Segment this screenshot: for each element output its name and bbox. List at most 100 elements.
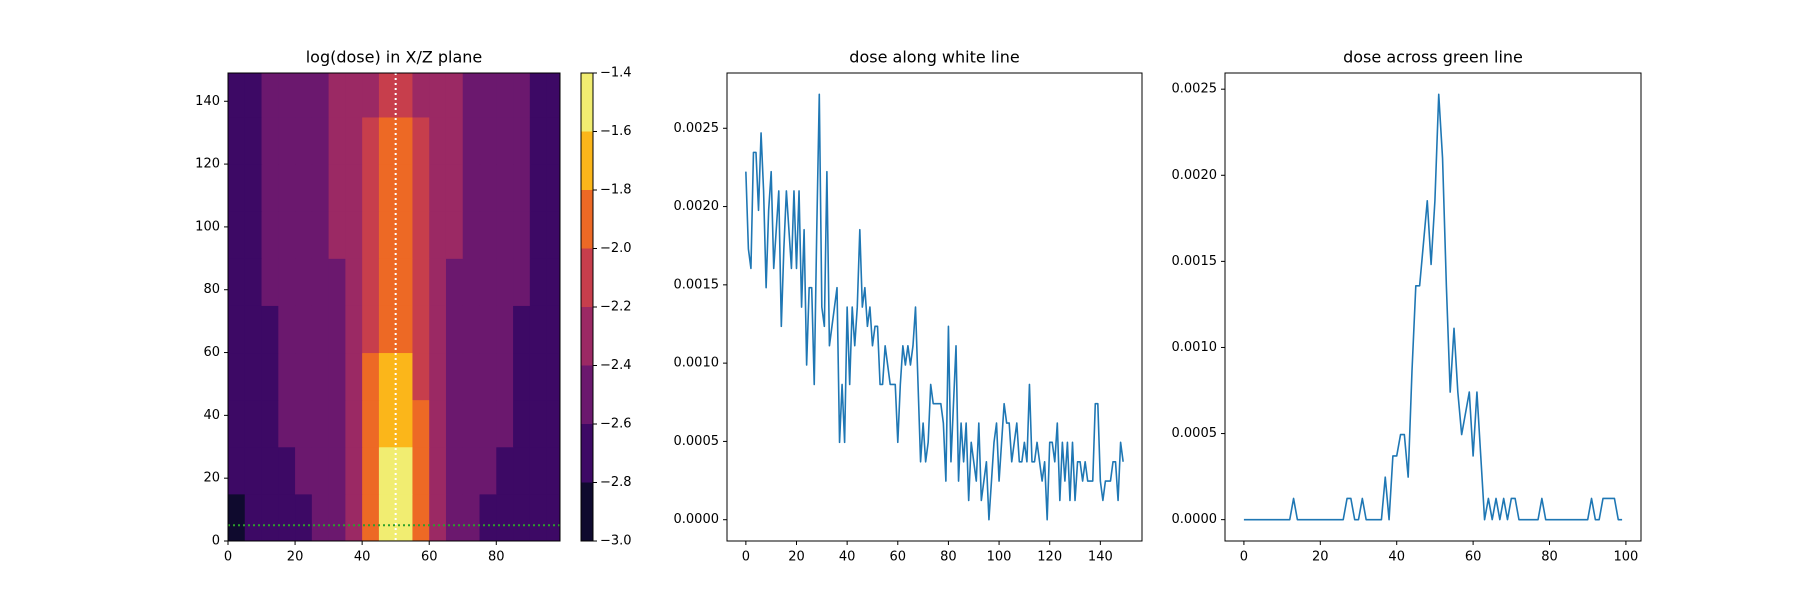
data-line <box>1243 93 1623 521</box>
colorbar-tick-label: −2.0 <box>600 241 632 256</box>
contour-cell <box>445 258 464 306</box>
x-tick-label: 60 <box>421 550 438 565</box>
contour-cell <box>546 446 560 495</box>
contour-cell <box>261 164 279 212</box>
contour-cell <box>462 352 481 401</box>
contour-cell <box>513 399 531 448</box>
contour-cell <box>546 211 560 259</box>
contour-cell <box>513 164 531 212</box>
contour-cell <box>362 211 380 259</box>
y-tick-label: 0.0020 <box>1172 168 1218 183</box>
contour-cell <box>496 258 514 306</box>
contour-cell <box>412 116 430 165</box>
contour-cell <box>496 305 514 354</box>
contour-cell <box>496 399 514 448</box>
contour-cell <box>261 352 279 401</box>
contour-cell <box>529 211 548 259</box>
colorbar-tick-label: −1.4 <box>600 66 632 81</box>
contour-cell <box>261 258 279 306</box>
axes-frame <box>227 72 561 542</box>
contour-cell <box>362 446 380 495</box>
contour-cell <box>378 305 397 354</box>
contour-cell <box>362 164 380 212</box>
colorbar-tick-label: −1.6 <box>600 124 632 139</box>
y-tick-label: 140 <box>195 94 220 109</box>
y-tick-label: 120 <box>195 157 220 172</box>
colorbar-tick-label: −2.2 <box>600 300 632 315</box>
contour-cell <box>295 352 313 401</box>
contour-cell <box>429 73 447 118</box>
contour-cell <box>412 258 430 306</box>
contour-cell <box>362 116 380 165</box>
contour-cell <box>462 73 481 118</box>
contour-cell <box>228 352 246 401</box>
contour-cell <box>295 258 313 306</box>
x-tick-label: 40 <box>839 550 856 565</box>
contour-cell <box>295 211 313 259</box>
contour-cell <box>311 305 330 354</box>
contour-cell <box>228 399 246 448</box>
contour-cell <box>295 305 313 354</box>
x-tick-label: 140 <box>1088 550 1113 565</box>
colorbar-tick-label: −2.4 <box>600 358 632 373</box>
y-tick-label: 0 <box>212 534 220 549</box>
contour-cell <box>462 399 481 448</box>
contour-cell <box>328 258 346 306</box>
contour-cell <box>412 352 430 401</box>
contour-cell <box>513 305 531 354</box>
chart-title: dose along white line <box>849 48 1019 67</box>
contour-cell <box>244 493 263 541</box>
contour-cell <box>378 164 397 212</box>
contour-cell <box>445 352 464 401</box>
y-tick-label: 40 <box>203 408 220 423</box>
contour-cell <box>278 211 296 259</box>
contour-cell <box>244 399 263 448</box>
contour-cell <box>479 399 497 448</box>
contour-cell <box>378 73 397 118</box>
contour-cell <box>261 305 279 354</box>
contour-cell <box>278 164 296 212</box>
contour-cell <box>378 493 397 541</box>
contour-cell <box>261 211 279 259</box>
contour-cell <box>429 258 447 306</box>
contour-cell <box>412 493 430 541</box>
contour-cell <box>328 446 346 495</box>
contour-cell <box>261 73 279 118</box>
x-tick-label: 100 <box>987 550 1012 565</box>
contour-cell <box>479 305 497 354</box>
contour-cell <box>244 116 263 165</box>
y-tick-label: 80 <box>203 282 220 297</box>
contour-cell <box>445 305 464 354</box>
contour-cell <box>328 305 346 354</box>
contour-cell <box>278 399 296 448</box>
contour-cell <box>395 164 413 212</box>
contour-cell <box>345 352 363 401</box>
contour-cell <box>496 73 514 118</box>
contour-cell <box>311 73 330 118</box>
contour-cell <box>412 446 430 495</box>
contour-cell <box>261 399 279 448</box>
contour-cell <box>445 116 464 165</box>
contour-cell <box>378 116 397 165</box>
contour-cell <box>244 73 263 118</box>
contour-cell <box>362 258 380 306</box>
y-tick-label: 0.0010 <box>1172 340 1218 355</box>
contour-cell <box>462 305 481 354</box>
contour-cell <box>479 352 497 401</box>
contour-cell <box>479 446 497 495</box>
contour-cell <box>362 73 380 118</box>
x-tick-label: 120 <box>1037 550 1062 565</box>
contour-cell <box>479 258 497 306</box>
contour-cell <box>496 211 514 259</box>
contour-cell <box>513 211 531 259</box>
contour-cell <box>244 211 263 259</box>
colorbar-band <box>581 73 593 132</box>
y-tick-label: 0.0015 <box>1172 254 1218 269</box>
contour-cell <box>529 305 548 354</box>
x-tick-label: 60 <box>890 550 907 565</box>
contour-cell <box>546 352 560 401</box>
x-tick-label: 0 <box>224 550 232 565</box>
x-tick-label: 60 <box>1465 550 1482 565</box>
colorbar-tick-label: −2.8 <box>600 475 632 490</box>
